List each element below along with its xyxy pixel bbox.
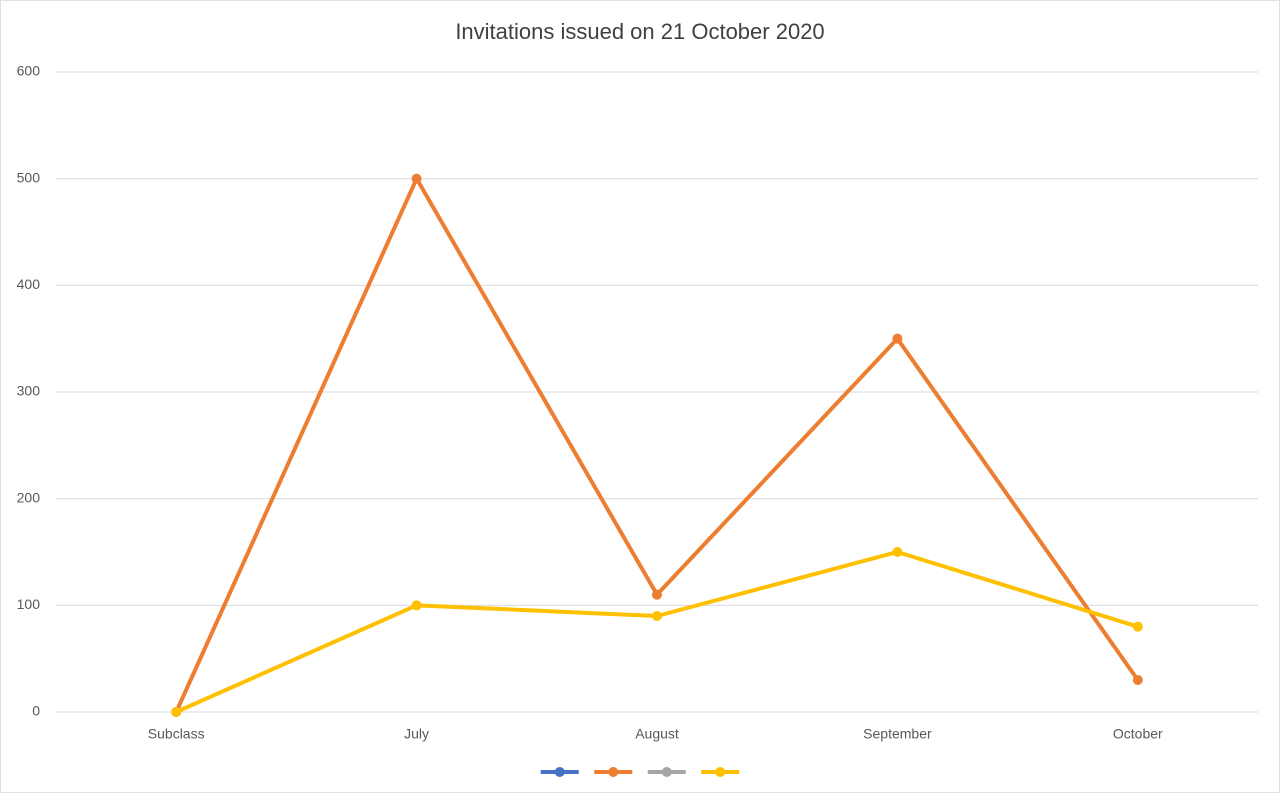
x-tick-label: October: [1113, 726, 1163, 742]
point-marker: [411, 600, 422, 611]
x-tick-label: Subclass: [148, 726, 205, 742]
y-tick-label: 0: [32, 703, 40, 719]
y-tick-label: 200: [17, 489, 41, 505]
x-tick-label: July: [404, 726, 429, 742]
y-tick-label: 400: [17, 276, 41, 292]
x-tick-label: September: [863, 726, 932, 742]
y-tick-label: 100: [17, 596, 41, 612]
point-marker: [1132, 675, 1143, 685]
point-marker: [652, 611, 662, 621]
legend-marker: [554, 767, 565, 777]
chart-title: Invitations issued on 21 October 2020: [455, 19, 824, 44]
point-marker: [171, 707, 182, 717]
point-marker: [1132, 621, 1143, 632]
legend-marker: [661, 767, 672, 777]
legend-marker: [715, 767, 726, 777]
y-tick-label: 300: [17, 383, 41, 399]
legend-marker: [608, 767, 619, 777]
point-marker: [892, 333, 903, 344]
point-marker: [892, 547, 903, 557]
y-tick-label: 500: [17, 169, 41, 185]
point-marker: [411, 173, 422, 184]
y-tick-label: 600: [17, 63, 41, 79]
point-marker: [652, 589, 662, 600]
x-tick-label: August: [635, 726, 679, 742]
